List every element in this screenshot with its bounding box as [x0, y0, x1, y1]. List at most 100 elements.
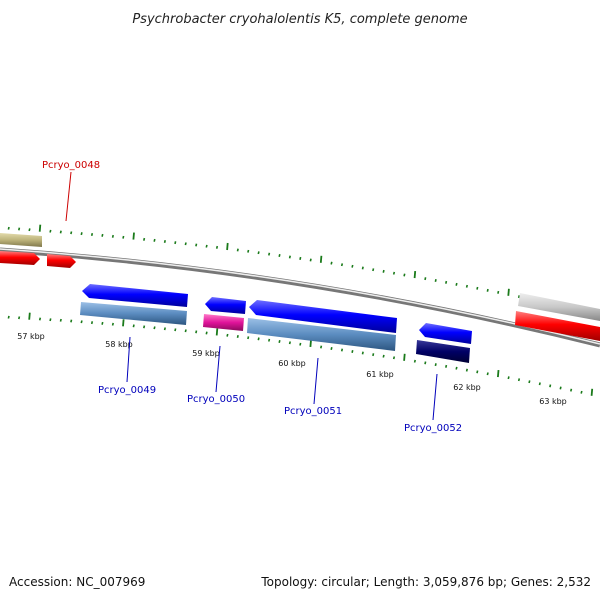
minor-tick [363, 352, 364, 355]
kbp-label: 59 kbp [192, 349, 220, 358]
minor-tick [248, 336, 249, 339]
cog-bar-pcryo-0050[interactable] [203, 314, 244, 331]
minor-tick [279, 254, 280, 257]
minor-tick [383, 270, 384, 273]
minor-tick [300, 257, 301, 260]
minor-tick [290, 342, 291, 345]
major-tick [217, 328, 218, 335]
minor-tick [248, 250, 249, 253]
minor-tick [113, 323, 114, 326]
minor-tick [165, 240, 166, 243]
minor-tick [154, 239, 155, 242]
minor-tick [81, 232, 82, 235]
minor-tick [435, 363, 436, 366]
kbp-label: 60 kbp [278, 359, 306, 368]
minor-tick [456, 283, 457, 286]
minor-tick [435, 279, 436, 282]
minor-tick [331, 262, 332, 265]
minor-tick [467, 369, 468, 372]
minor-tick [50, 230, 51, 233]
minor-tick [540, 383, 541, 386]
minor-tick [571, 389, 572, 392]
minor-tick [133, 325, 134, 328]
gene-label-pcryo-0052[interactable]: Pcryo_0052 [404, 423, 462, 434]
minor-tick [144, 238, 145, 241]
minor-tick [352, 350, 353, 353]
major-tick [29, 313, 30, 320]
minor-tick [258, 251, 259, 254]
kbp-label: 63 kbp [539, 397, 567, 406]
reverse-strand-features [80, 284, 472, 363]
gene-label-pcryo-0050[interactable]: Pcryo_0050 [187, 394, 245, 405]
minor-tick [238, 335, 239, 338]
gene-label-pcryo-0049[interactable]: Pcryo_0049 [98, 385, 156, 396]
minor-tick [404, 274, 405, 277]
minor-tick [519, 295, 520, 298]
minor-tick [258, 338, 259, 341]
minor-tick [185, 243, 186, 246]
major-tick [40, 225, 41, 232]
minor-tick [477, 371, 478, 374]
minor-tick [290, 256, 291, 259]
minor-tick [415, 360, 416, 363]
minor-tick [560, 387, 561, 390]
minor-tick [446, 365, 447, 368]
minor-tick [61, 231, 62, 234]
minor-tick [185, 330, 186, 333]
minor-tick [383, 355, 384, 358]
kbp-label: 62 kbp [453, 383, 481, 392]
gene-label-pcryo-0051[interactable]: Pcryo_0051 [284, 406, 342, 417]
minor-tick [394, 272, 395, 275]
cog-bar-pcryo-0052[interactable] [416, 340, 470, 363]
minor-tick [144, 326, 145, 329]
gene-arrow-pcryo-0052[interactable] [419, 323, 472, 344]
kbp-label: 57 kbp [17, 332, 45, 341]
minor-tick [352, 265, 353, 268]
minor-tick [269, 339, 270, 342]
map-title: Psychrobacter cryohalolentis K5, complet… [132, 12, 467, 27]
minor-tick [487, 289, 488, 292]
minor-tick [61, 319, 62, 322]
leader-pcryo-0052 [433, 374, 437, 420]
minor-tick [269, 253, 270, 256]
minor-tick [206, 332, 207, 335]
minor-tick [102, 234, 103, 237]
kbp-label: 61 kbp [366, 370, 394, 379]
gene-arrow-pcryo-0050[interactable] [205, 297, 246, 314]
minor-tick [71, 320, 72, 323]
gene-arrow-forward-left[interactable] [0, 251, 40, 265]
major-tick [404, 354, 405, 361]
minor-tick [456, 367, 457, 370]
accession-text: Accession: NC_007969 [9, 575, 145, 589]
minor-tick [50, 318, 51, 321]
minor-tick [342, 349, 343, 352]
minor-tick [154, 327, 155, 330]
cog-bar-khaki[interactable] [0, 233, 42, 247]
minor-tick [519, 378, 520, 381]
leader-pcryo-0048 [66, 172, 71, 221]
minor-tick [550, 385, 551, 388]
minor-tick [238, 249, 239, 252]
minor-tick [29, 228, 30, 231]
minor-tick [40, 318, 41, 321]
major-tick [227, 243, 228, 250]
minor-tick [19, 228, 20, 231]
minor-tick [467, 285, 468, 288]
minor-tick [310, 259, 311, 262]
major-tick [415, 271, 416, 278]
minor-tick [342, 263, 343, 266]
major-tick [508, 289, 509, 296]
minor-tick [394, 357, 395, 360]
minor-tick [71, 232, 72, 235]
minor-tick [217, 246, 218, 249]
minor-tick [373, 353, 374, 356]
gene-label-pcryo-0048[interactable]: Pcryo_0048 [42, 160, 100, 171]
minor-tick [123, 236, 124, 239]
minor-tick [363, 267, 364, 270]
major-tick [321, 256, 322, 263]
minor-tick [113, 235, 114, 238]
minor-tick [477, 287, 478, 290]
major-tick [592, 389, 593, 396]
